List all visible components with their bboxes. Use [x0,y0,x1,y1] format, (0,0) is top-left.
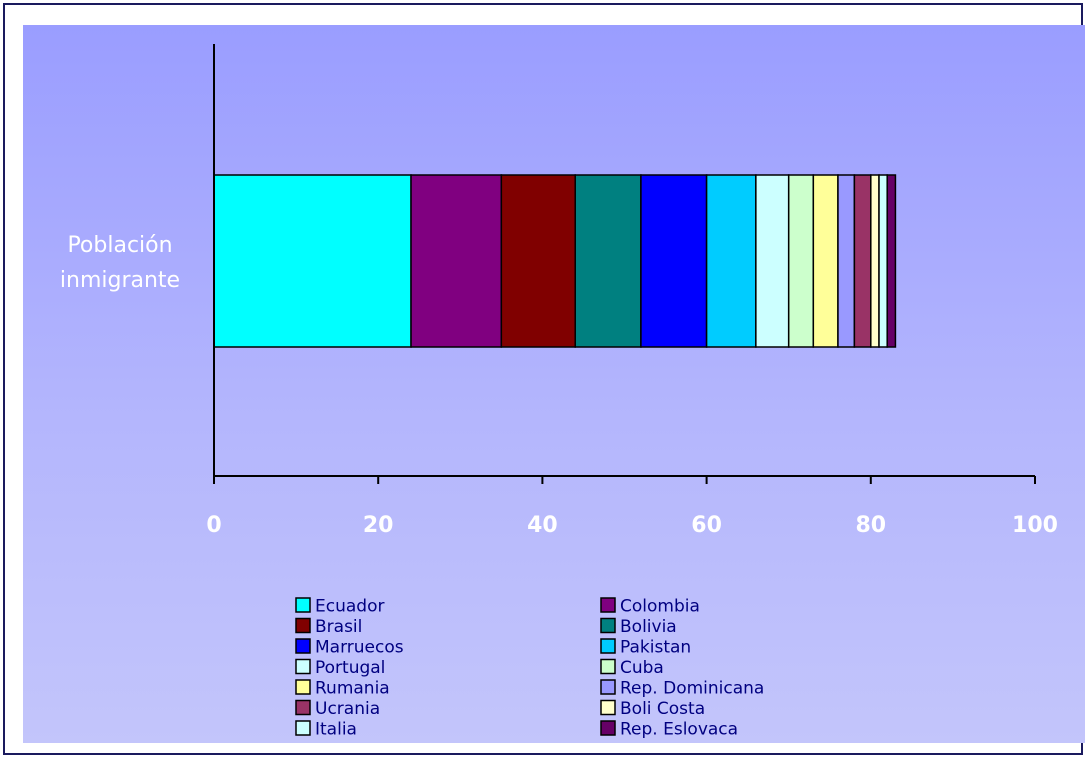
bar-segment-1 [410,174,503,348]
legend-label: Bolivia [620,617,677,637]
bar-segment-4 [640,174,708,348]
legend-swatch [600,617,616,634]
legend-swatch [295,720,311,736]
legend: Ecuador Colombia Brasil Bolivia Marruecos Pak… [295,597,764,740]
legend-swatch [600,597,616,613]
legend-label: Brasil [315,617,362,637]
legend-label: Marruecos [315,638,404,658]
x-tick-label: 80 [855,513,886,538]
bar-segment-10 [853,174,872,348]
bar-segment-6 [755,174,790,348]
legend-label: Rumania [315,679,390,699]
chart-frame [3,3,1085,755]
bar-segment-11 [870,174,880,348]
legend-swatch [295,638,311,654]
category-labels: Población inmigrante [60,233,180,293]
legend-swatch [295,617,311,634]
legend-swatch [295,699,311,716]
x-tick-label: 20 [363,513,394,538]
x-tick-label: 40 [527,513,558,538]
bar-segment-3 [574,174,642,348]
legend-label: Colombia [620,597,700,617]
legend-label: Ucrania [315,699,380,719]
bar-segment-2 [500,174,576,348]
bar-segment-8 [812,174,839,348]
x-ticks: 0 20 40 60 80 100 [206,476,1058,538]
bar-segment-5 [705,174,757,348]
legend-label: Rep. Eslovaca [620,720,738,740]
legend-swatch [600,679,616,695]
bar-segment-12 [878,174,888,348]
x-tick-label: 60 [691,513,722,538]
category-label: inmigrante [60,268,180,293]
legend-label: Rep. Dominicana [620,679,764,699]
legend-swatch [295,679,311,695]
category-label: Población [67,233,172,258]
x-tick-label: 100 [1012,513,1058,538]
legend-label: Pakistan [620,638,691,658]
bar-segment-9 [837,174,856,348]
legend-swatch [600,720,616,736]
legend-label: Ecuador [315,597,384,617]
legend-swatch [295,597,311,613]
legend-label: Cuba [620,658,664,678]
legend-swatch [600,638,616,654]
legend-swatch [600,658,616,675]
chart-area [23,25,1085,743]
legend-label: Italia [315,720,357,740]
legend-label: Boli Costa [620,699,705,719]
legend-swatch [295,658,311,675]
bar-segment-7 [787,174,815,348]
bar-segments [213,174,897,348]
axes [213,44,1035,477]
bar-segment-0 [213,174,412,348]
legend-swatch [600,699,616,716]
legend-label: Portugal [315,658,385,678]
bar-segment-13 [886,174,897,348]
x-tick-label: 0 [206,513,221,538]
